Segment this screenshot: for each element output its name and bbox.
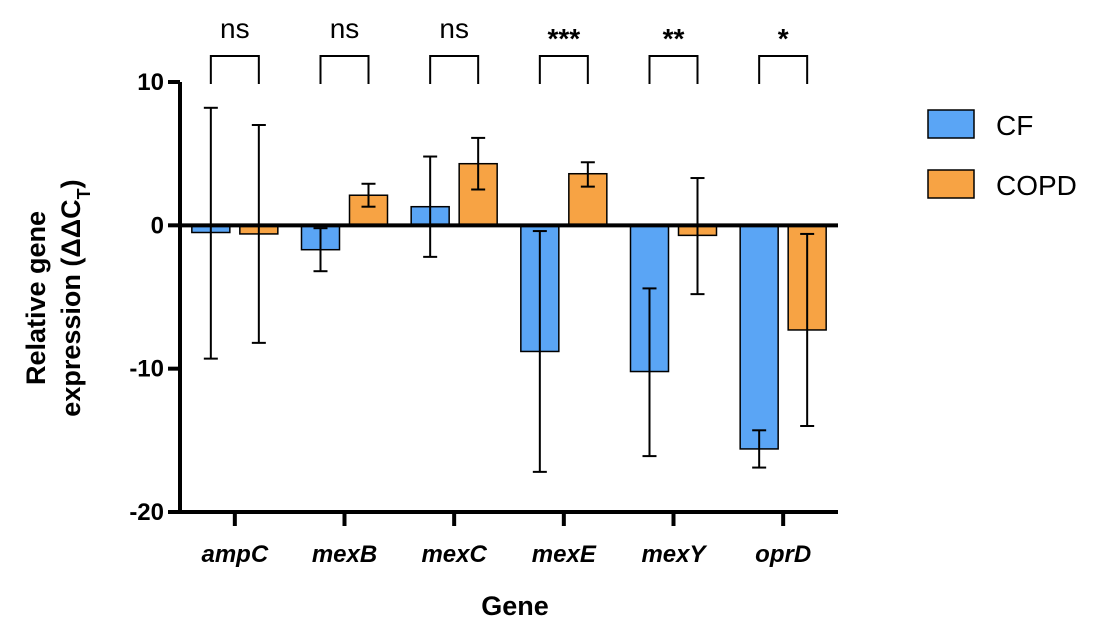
legend-label-copd: COPD bbox=[996, 170, 1077, 201]
legend-label-cf: CF bbox=[996, 110, 1033, 141]
significance-bracket bbox=[538, 55, 589, 84]
legend-swatch-copd bbox=[927, 169, 975, 199]
category-label-mexY: mexY bbox=[641, 541, 707, 568]
significance-label: * bbox=[778, 23, 789, 54]
y-axis-title-subscript: T bbox=[74, 188, 94, 199]
bars bbox=[191, 162, 827, 450]
y-tick-labels: 10 0 -10 -20 bbox=[129, 69, 164, 526]
category-label-mexE: mexE bbox=[532, 541, 597, 568]
y-axis-title: Relative gene expression (ΔΔCT) bbox=[21, 179, 94, 416]
y-tick-label: -20 bbox=[129, 499, 164, 526]
error-bars bbox=[180, 106, 838, 473]
y-axis-title-line1: Relative gene bbox=[21, 211, 51, 385]
y-tick-label: 10 bbox=[137, 69, 164, 96]
significance-bracket bbox=[319, 55, 370, 84]
legend: CF COPD bbox=[927, 109, 1077, 201]
category-label-mexB: mexB bbox=[312, 541, 377, 568]
significance-label: ns bbox=[220, 13, 250, 44]
x-axis-title: Gene bbox=[481, 591, 549, 621]
y-tick-label: 0 bbox=[151, 212, 164, 239]
significance-label: ns bbox=[439, 13, 469, 44]
significance-bracket bbox=[429, 55, 480, 84]
y-tick-label: -10 bbox=[129, 356, 164, 383]
significance-bracket bbox=[758, 55, 809, 84]
bar-cf-oprD bbox=[739, 224, 779, 450]
category-label-oprD: oprD bbox=[755, 541, 811, 568]
significance-bracket bbox=[209, 55, 260, 84]
category-label-mexC: mexC bbox=[421, 541, 487, 568]
category-labels: ampC mexB mexC mexE mexY oprD bbox=[201, 541, 811, 568]
significance-label: ns bbox=[330, 13, 360, 44]
significance-annotations: ns ns ns *** ** * bbox=[209, 13, 809, 84]
significance-label: ** bbox=[663, 23, 685, 54]
legend-swatch-cf bbox=[927, 109, 975, 139]
category-label-ampC: ampC bbox=[201, 541, 268, 568]
y-axis-title-text: expression (ΔΔC bbox=[56, 199, 86, 416]
y-axis-title-line2: expression (ΔΔCT) bbox=[56, 179, 94, 416]
significance-bracket bbox=[648, 55, 699, 84]
axes bbox=[168, 80, 838, 526]
y-axis-title-close: ) bbox=[56, 179, 86, 188]
significance-label: *** bbox=[547, 23, 580, 54]
